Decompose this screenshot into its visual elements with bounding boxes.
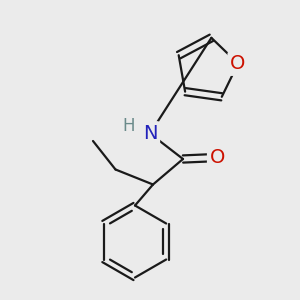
Text: N: N [143,124,157,143]
Text: H: H [123,117,135,135]
Text: O: O [210,148,225,167]
Text: O: O [230,54,246,73]
